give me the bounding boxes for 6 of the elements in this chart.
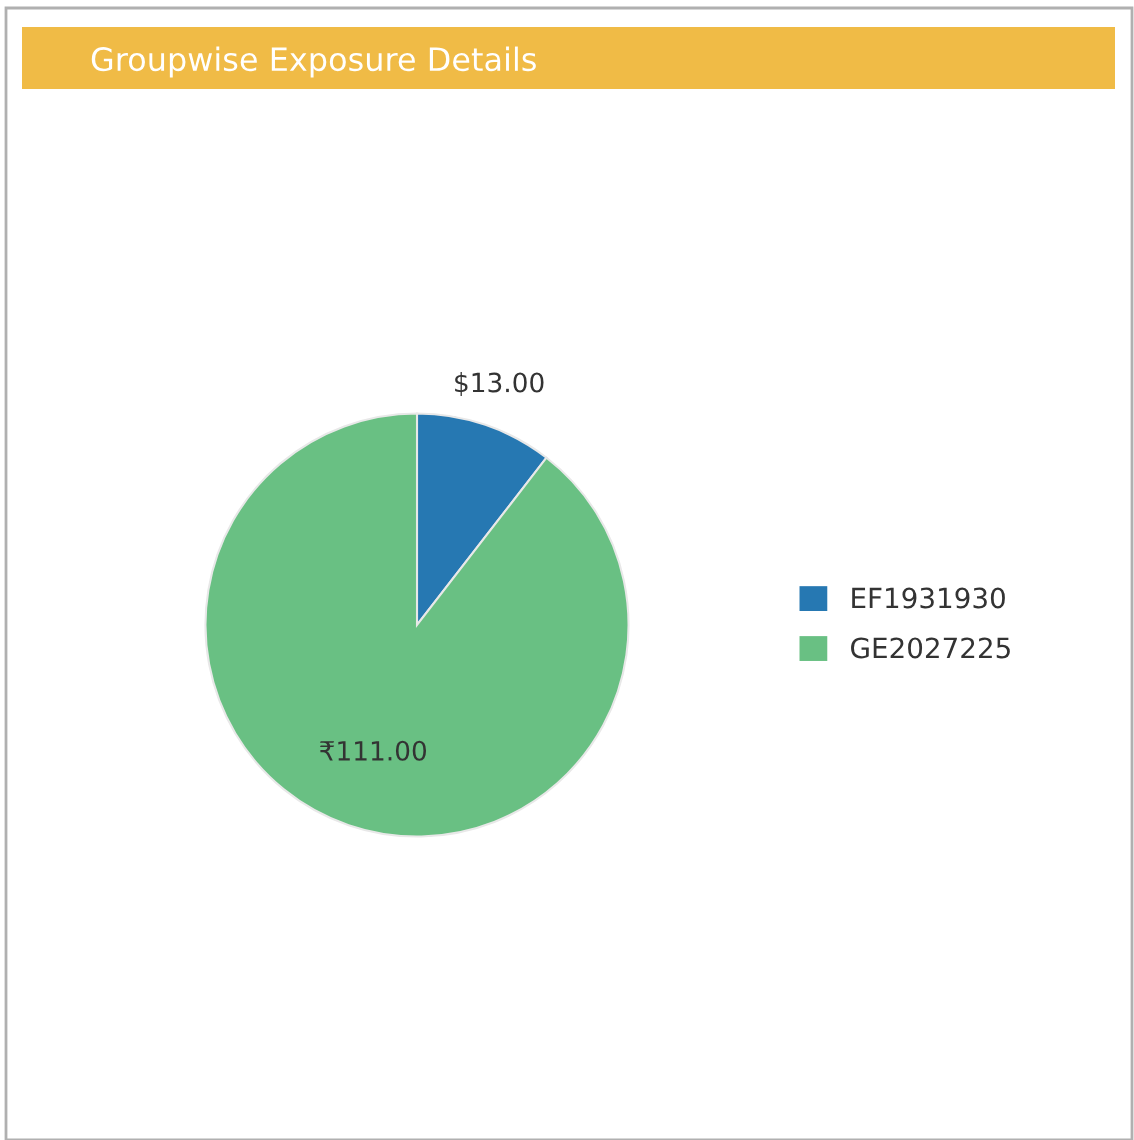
chart-title: Groupwise Exposure Details [91,46,536,78]
pie-slice [204,412,630,838]
legend-label: GE2027225 [851,637,1010,659]
data-label: ₹111.00 [320,740,427,761]
data-label: $13.00 [455,372,544,396]
legend-label: EF1931930 [852,587,1005,609]
